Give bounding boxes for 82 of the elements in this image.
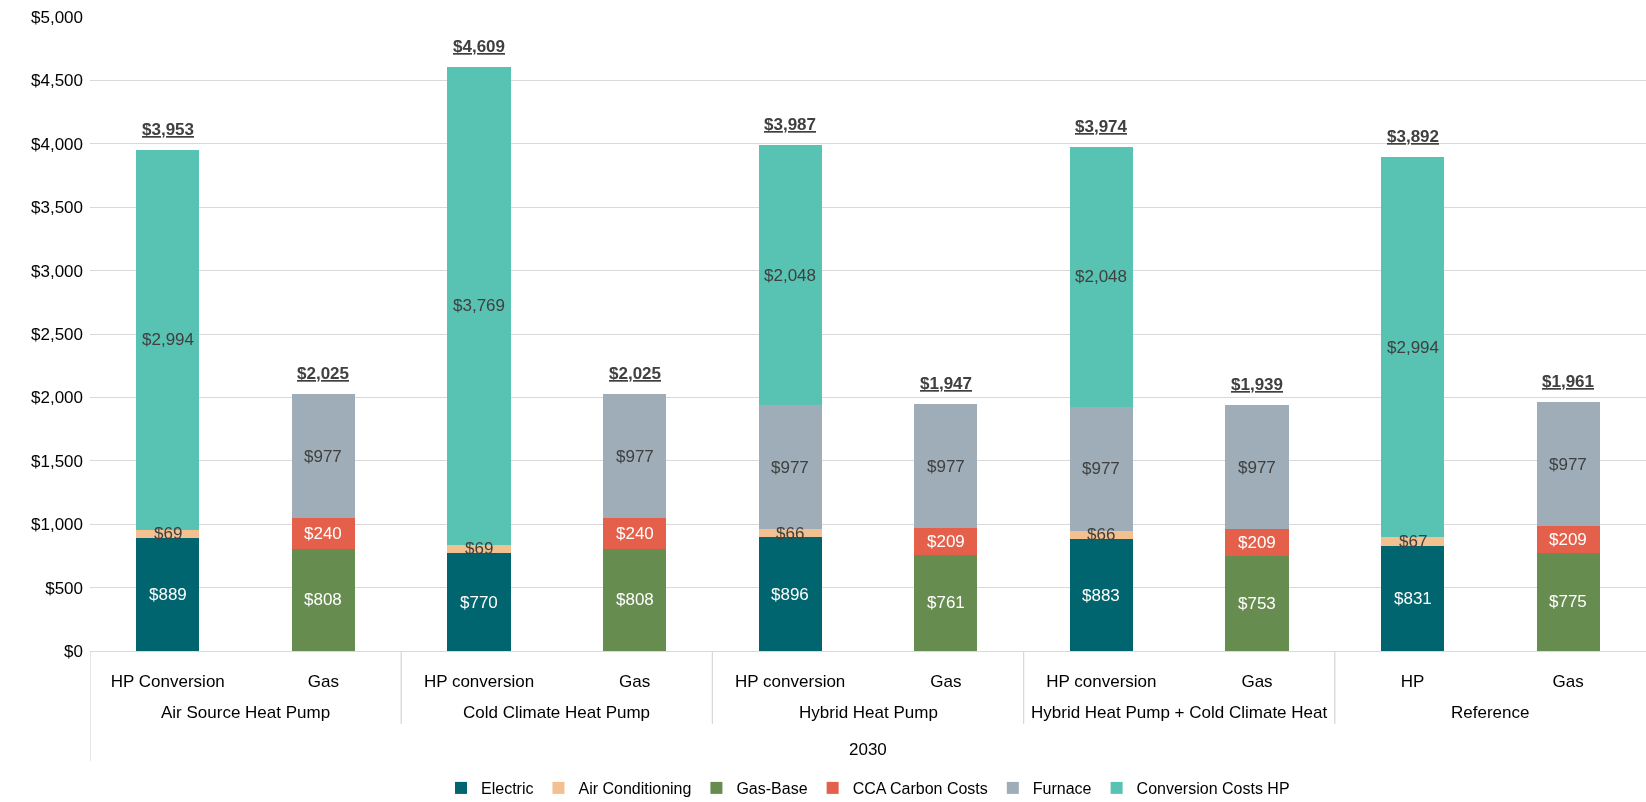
total-label: $1,939 bbox=[1231, 375, 1283, 394]
total-label: $2,025 bbox=[609, 364, 661, 383]
total-label: $3,892 bbox=[1387, 127, 1439, 146]
y-tick-label: $5,000 bbox=[31, 7, 83, 27]
bar bbox=[914, 404, 978, 528]
data-label: $3,769 bbox=[453, 296, 505, 315]
x-tick-label: HP conversion bbox=[735, 671, 846, 691]
x-tick-label: Gas bbox=[930, 671, 962, 691]
data-label: $808 bbox=[616, 590, 654, 609]
total-label: $1,961 bbox=[1542, 372, 1594, 391]
bar bbox=[1536, 402, 1600, 527]
x-tick-label: Gas bbox=[619, 671, 651, 691]
legend-label: Furnace bbox=[1032, 780, 1092, 798]
data-label: $889 bbox=[149, 585, 187, 604]
data-label: $240 bbox=[304, 524, 342, 543]
data-label: $977 bbox=[771, 458, 809, 477]
x-tick-label: Gas bbox=[1552, 671, 1584, 691]
data-label: $2,048 bbox=[764, 266, 816, 285]
legend-label: Conversion Costs HP bbox=[1136, 780, 1290, 798]
y-tick-label: $0 bbox=[64, 641, 83, 661]
bar bbox=[1225, 405, 1289, 530]
y-tick-label: $1,500 bbox=[31, 451, 83, 471]
y-tick-label: $2,000 bbox=[31, 388, 83, 408]
data-label: $753 bbox=[1238, 594, 1276, 613]
total-label: $3,974 bbox=[1075, 117, 1128, 136]
total-label: $2,025 bbox=[297, 364, 349, 383]
x-tick-label: Gas bbox=[307, 671, 339, 691]
y-tick-label: $3,000 bbox=[31, 261, 83, 281]
data-label: $883 bbox=[1082, 586, 1120, 605]
data-label: $977 bbox=[1549, 455, 1587, 474]
y-tick-label: $4,500 bbox=[31, 71, 83, 91]
bar bbox=[291, 394, 355, 519]
y-tick-label: $2,500 bbox=[31, 324, 83, 344]
data-label: $977 bbox=[927, 457, 965, 476]
y-tick-label: $3,500 bbox=[31, 198, 83, 218]
bar bbox=[1069, 147, 1133, 407]
data-label: $2,994 bbox=[142, 330, 194, 349]
x-tick-label: HP conversion bbox=[423, 671, 535, 691]
data-label: $896 bbox=[771, 585, 809, 604]
y-tick-label: $1,000 bbox=[31, 515, 83, 535]
bar bbox=[603, 548, 667, 651]
bar bbox=[291, 548, 355, 651]
x-axis-title: 2030 bbox=[849, 740, 887, 759]
data-label: $977 bbox=[616, 447, 654, 466]
total-label: $3,953 bbox=[142, 120, 194, 139]
x-tick-label: HP Conversion bbox=[110, 671, 225, 691]
legend-label: Gas-Base bbox=[736, 780, 808, 798]
total-label: $1,947 bbox=[920, 374, 972, 393]
total-label: $3,987 bbox=[764, 115, 816, 134]
data-label: $808 bbox=[304, 590, 342, 609]
data-label: $240 bbox=[616, 524, 654, 543]
x-tick-label: HP conversion bbox=[1046, 671, 1157, 691]
legend-label: CCA Carbon Costs bbox=[852, 780, 988, 798]
x-tick-label: HP bbox=[1400, 671, 1425, 691]
text: Air Source Heat Pump bbox=[161, 703, 331, 722]
text: Hybrid Heat Pump + Cold Climate Heat bbox=[1031, 703, 1328, 722]
data-label: $831 bbox=[1394, 589, 1432, 608]
total-label: $4,609 bbox=[453, 37, 505, 56]
text: Cold Climate Heat Pump bbox=[463, 703, 651, 722]
data-label: $2,048 bbox=[1075, 267, 1127, 286]
bar bbox=[1536, 552, 1600, 651]
text: Hybrid Heat Pump bbox=[799, 703, 938, 722]
data-label: $2,994 bbox=[1387, 338, 1439, 357]
y-tick-label: $4,000 bbox=[31, 134, 83, 154]
data-label: $209 bbox=[927, 532, 965, 551]
legend-label: Air Conditioning bbox=[578, 780, 692, 798]
bar bbox=[914, 554, 978, 651]
bar bbox=[603, 394, 667, 519]
data-label: $977 bbox=[304, 447, 342, 466]
data-label: $977 bbox=[1238, 458, 1276, 477]
data-label: $770 bbox=[460, 593, 498, 612]
data-label: $977 bbox=[1082, 459, 1120, 478]
data-label: $209 bbox=[1549, 530, 1587, 549]
y-tick-label: $500 bbox=[45, 578, 83, 598]
data-label: $775 bbox=[1549, 592, 1587, 611]
data-label: $761 bbox=[927, 593, 965, 612]
bar bbox=[758, 145, 822, 406]
bar bbox=[1225, 555, 1289, 651]
x-tick-label: Gas bbox=[1241, 671, 1273, 691]
legend-label: Electric bbox=[481, 780, 534, 798]
text: Reference bbox=[1451, 703, 1530, 722]
data-label: $209 bbox=[1238, 533, 1276, 552]
